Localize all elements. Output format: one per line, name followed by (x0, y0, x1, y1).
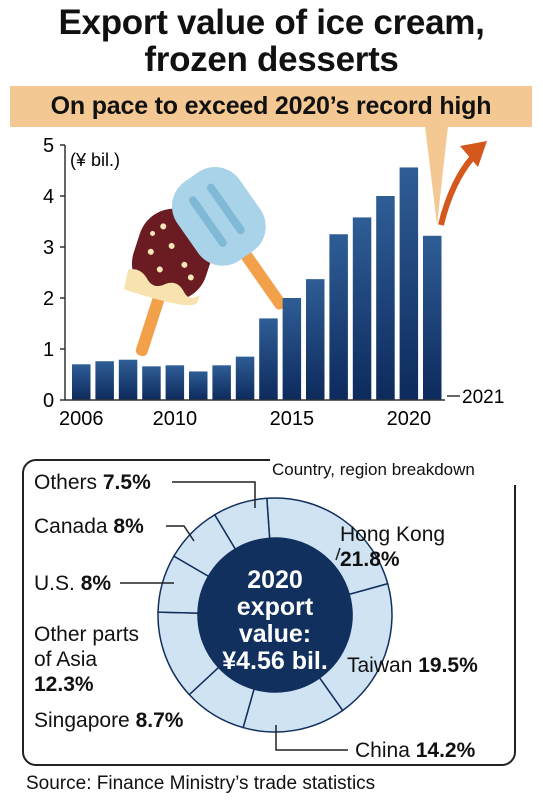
headline-banner: On pace to exceed 2020’s record high (10, 86, 532, 127)
label-canada: Canada 8% (34, 514, 144, 539)
center-text-line: ¥4.56 bil. (222, 647, 328, 675)
asia-pct: 12.3% (34, 673, 94, 696)
label-taiwan: Taiwan 19.5% (347, 653, 478, 678)
bar-2018 (352, 217, 372, 400)
bar-2008 (118, 359, 138, 400)
taiwan-name: Taiwan (347, 654, 413, 677)
hongkong-pct: 21.8% (340, 548, 400, 571)
bar-2007 (95, 361, 114, 400)
bar-2012 (212, 365, 231, 400)
asia-line-1: Other parts (34, 623, 140, 646)
us-pct: 8% (80, 572, 112, 595)
bar-2010 (165, 365, 185, 400)
upward-arrow-icon (438, 156, 475, 226)
bar-2017 (329, 234, 348, 400)
singapore-name: Singapore (34, 709, 130, 732)
donut-center (198, 538, 352, 692)
leader-others (172, 481, 256, 508)
bar-2009 (142, 366, 161, 400)
x-tick-label: 2006 (59, 408, 104, 430)
banner-text: On pace to exceed 2020’s record high (50, 92, 492, 120)
bar-2019 (376, 196, 395, 400)
title-line-2: frozen desserts (144, 40, 399, 79)
source-note: Source: Finance Ministry’s trade statist… (26, 773, 376, 794)
taiwan-pct: 19.5% (418, 654, 478, 677)
y-tick-label: 3 (43, 237, 54, 259)
breakdown-title: Country, region breakdown (272, 460, 475, 479)
bar-2013 (235, 356, 255, 400)
x-tick-label: 2020 (387, 408, 432, 430)
label-2021: 2021 (462, 387, 504, 408)
title-line-1: Export value of ice cream, (58, 3, 485, 42)
bar-chart: 0 1 2 3 4 5 2006 2010 2015 2020 (¥ bil.) 2021 (43, 126, 504, 430)
singapore-pct: 8.7% (135, 709, 184, 732)
upward-arrowhead (460, 141, 487, 167)
label-hongkong: Hong Kong 21.8% (340, 522, 445, 572)
breakdown-title-bg (270, 455, 516, 485)
canada-pct: 8% (113, 515, 144, 538)
bar-2020 (399, 167, 419, 400)
banner-pointer (425, 126, 448, 225)
asia-line-2: of Asia (34, 648, 98, 671)
leader-canada (166, 525, 195, 542)
label-singapore: Singapore 8.7% (34, 708, 183, 733)
canada-name: Canada (34, 515, 108, 538)
label-china: China 14.2% (355, 738, 475, 763)
bar-2011 (189, 371, 208, 400)
blue-popsicle-icon (171, 167, 287, 310)
label-others: Others 7.5% (34, 470, 151, 495)
center-text-line: 2020 (247, 566, 303, 594)
others-name: Others (34, 471, 98, 494)
y-axis-unit: (¥ bil.) (70, 150, 120, 170)
bar-2014 (259, 318, 278, 400)
bar-2015 (282, 298, 302, 400)
y-tick-label: 0 (43, 390, 54, 412)
label-other-asia: Other parts of Asia 12.3% (34, 622, 139, 697)
china-pct: 14.2% (415, 739, 476, 762)
hongkong-name: Hong Kong (340, 523, 446, 546)
label-us: U.S. 8% (34, 571, 111, 596)
center-text-line: export (237, 593, 314, 621)
y-tick-label: 1 (43, 339, 54, 361)
y-tick-label: 4 (43, 186, 54, 208)
us-name: U.S. (34, 572, 75, 595)
leader-hongkong (335, 547, 341, 561)
y-tick-label: 2 (43, 288, 54, 310)
x-tick-label: 2010 (153, 408, 198, 430)
bar-2006 (72, 364, 91, 400)
center-text-line: value: (239, 620, 311, 648)
y-tick-label: 5 (43, 135, 54, 157)
bar-2016 (306, 279, 325, 400)
others-pct: 7.5% (102, 471, 151, 494)
chart-title: Export value of ice cream, frozen desser… (0, 4, 543, 78)
x-tick-label: 2015 (270, 408, 315, 430)
bar-2021 (423, 235, 442, 400)
leader-china (275, 725, 348, 751)
china-name: China (355, 739, 410, 762)
